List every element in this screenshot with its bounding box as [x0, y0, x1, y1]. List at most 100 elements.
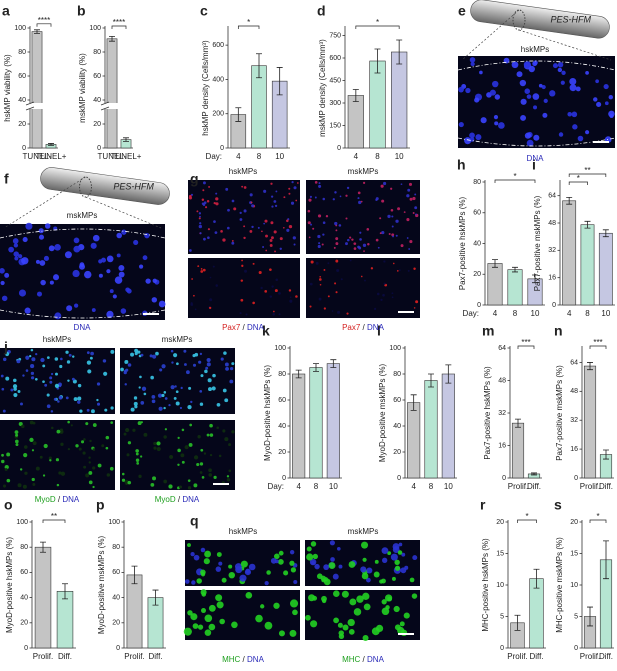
cell: [382, 557, 388, 563]
axis-break: [101, 103, 133, 109]
error-bar: [48, 143, 54, 146]
cell: [392, 546, 400, 553]
cell: [312, 553, 319, 560]
cell: [44, 223, 51, 229]
cell: [318, 182, 321, 185]
cell: [528, 65, 535, 73]
y-axis-label: MyoD-positive hskMPs (%): [263, 365, 272, 461]
caption-part: /: [243, 655, 246, 664]
cell: [309, 282, 313, 286]
cell: [199, 352, 203, 356]
significance-label: *: [525, 512, 528, 521]
cell: [307, 209, 311, 213]
x-tick-label: TUNEL+: [111, 152, 142, 161]
caption-part: /: [363, 655, 366, 664]
cell: [22, 236, 28, 243]
cell: [136, 462, 140, 465]
cell: [177, 463, 180, 466]
cell: [245, 592, 253, 599]
cell: [272, 312, 275, 316]
y-axis-label: Pax7-positive mskMPs (%): [555, 365, 564, 461]
error-bar: [131, 565, 138, 585]
significance-bracket: [237, 25, 260, 29]
cell: [231, 199, 235, 203]
cell: [222, 429, 226, 433]
cell: [323, 307, 326, 310]
cell: [375, 238, 379, 242]
cell: [243, 236, 246, 240]
cell: [240, 298, 244, 302]
cell: [153, 446, 157, 450]
cell: [126, 453, 130, 457]
error-bar: [566, 196, 573, 205]
cell: [190, 613, 198, 621]
cell: [215, 202, 219, 206]
zoom-lines: [461, 9, 612, 61]
cell: [318, 184, 322, 188]
panel-label: b: [77, 3, 86, 19]
y-tick-label: 0: [502, 475, 506, 482]
cell: [72, 269, 80, 278]
x-tick-label: 10: [601, 309, 610, 318]
bar: [441, 373, 455, 479]
error-bar: [532, 274, 538, 284]
cell: [12, 238, 19, 244]
cell: [357, 197, 360, 200]
cell: [83, 438, 86, 441]
axis-break-mark: [25, 101, 35, 111]
cell: [400, 567, 407, 574]
cell: [260, 286, 263, 290]
panel-label: h: [457, 157, 466, 173]
cell: [321, 243, 324, 246]
cell: [395, 219, 399, 223]
cell: [199, 462, 204, 466]
cell: [251, 204, 255, 208]
cell: [127, 441, 132, 445]
cell: [189, 423, 193, 427]
cell: [75, 444, 79, 448]
cell: [381, 547, 389, 555]
cell: [415, 300, 419, 304]
significance-label: *: [513, 172, 516, 181]
y-tick-label: 150: [329, 122, 341, 129]
cell: [292, 609, 298, 616]
y-tick-label: 16: [570, 446, 578, 453]
cell: [197, 435, 201, 439]
cell: [408, 248, 411, 250]
cell: [393, 605, 400, 613]
cell: [24, 471, 28, 475]
y-tick-label: 600: [212, 42, 224, 49]
cell: [86, 351, 90, 355]
bar: [583, 365, 597, 479]
error-bar: [603, 449, 609, 460]
cell: [239, 211, 242, 215]
cell: [557, 62, 564, 68]
cell: [92, 448, 96, 451]
cell: [596, 101, 602, 108]
cell: [351, 238, 354, 241]
cell: [13, 392, 18, 398]
cell: [225, 366, 229, 371]
x-tick-label: 4: [493, 309, 498, 318]
cell: [90, 351, 94, 356]
y-tick-label: 10: [496, 582, 504, 589]
cell: [498, 122, 505, 129]
x-tick-label: 8: [585, 309, 590, 318]
cell: [67, 420, 70, 424]
cell: [123, 432, 127, 436]
cell: [65, 396, 69, 400]
cell: [231, 430, 235, 434]
cell: [479, 70, 483, 75]
cell: [202, 189, 205, 192]
cell: [293, 243, 296, 246]
cell: [392, 262, 395, 265]
cell: [291, 181, 294, 184]
x-tick-label: Prolif.: [508, 482, 528, 491]
error-bar: [512, 266, 518, 273]
cell: [173, 396, 177, 400]
cell: [88, 480, 93, 485]
cell: [226, 477, 231, 482]
cell: [278, 313, 281, 316]
cell: [270, 221, 274, 225]
cell: [392, 235, 395, 238]
